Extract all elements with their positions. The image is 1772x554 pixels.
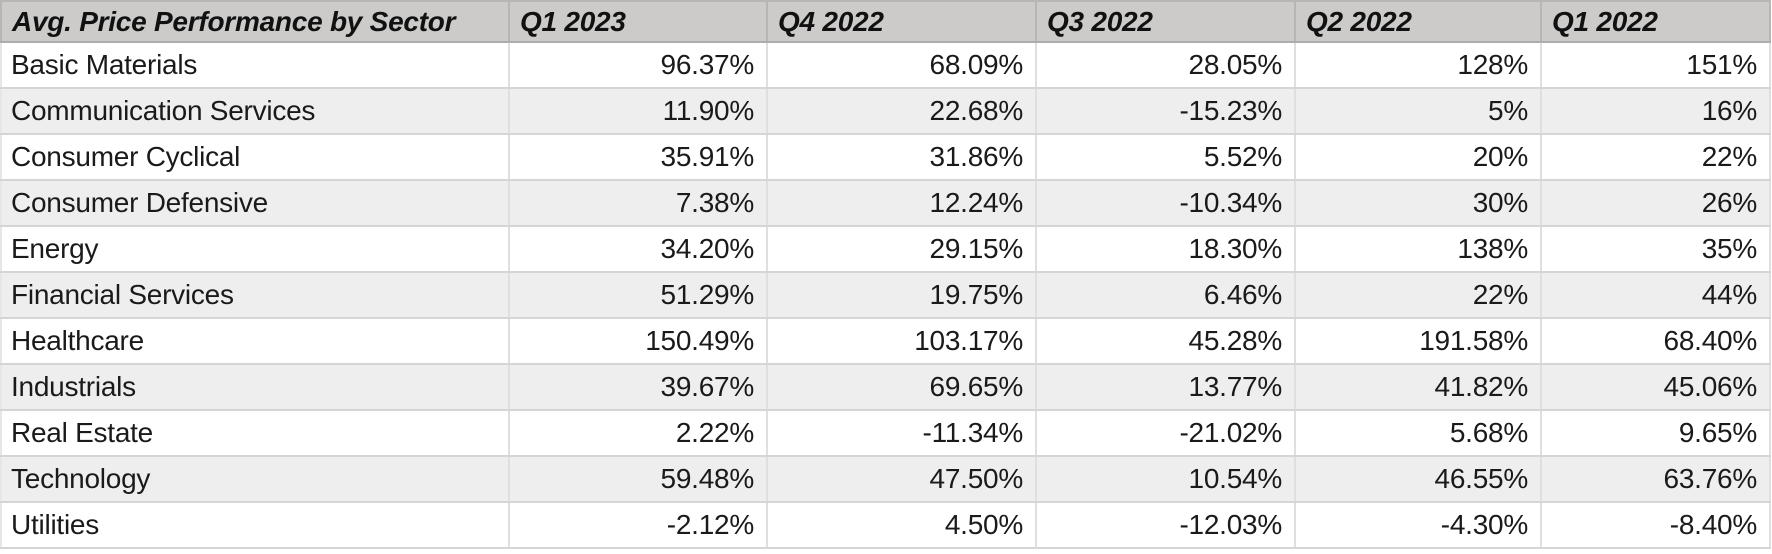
value-cell: 4.50%	[767, 502, 1037, 549]
sector-cell: Consumer Defensive	[0, 180, 510, 227]
column-header-q2-2022: Q2 2022	[1295, 0, 1542, 43]
table-row: Financial Services 51.29% 19.75% 6.46% 22% 44…	[0, 272, 1771, 319]
value-cell: 128%	[1295, 42, 1542, 89]
sector-cell: Utilities	[0, 502, 510, 549]
value-cell: 26%	[1541, 180, 1771, 227]
value-cell: 191.58%	[1295, 318, 1542, 365]
value-cell: 7.38%	[509, 180, 768, 227]
table-row: Healthcare 150.49% 103.17% 45.28% 191.58% 68.…	[0, 318, 1771, 365]
value-cell: 34.20%	[509, 226, 768, 273]
table-row: Utilities -2.12% 4.50% -12.03% -4.30% -8.40%	[0, 502, 1771, 549]
value-cell: -12.03%	[1036, 502, 1296, 549]
value-cell: 69.65%	[767, 364, 1037, 411]
value-cell: 5%	[1295, 88, 1542, 135]
value-cell: 9.65%	[1541, 410, 1771, 457]
value-cell: 5.52%	[1036, 134, 1296, 181]
value-cell: 11.90%	[509, 88, 768, 135]
table-row: Basic Materials 96.37% 68.09% 28.05% 128% 151…	[0, 42, 1771, 89]
value-cell: 63.76%	[1541, 456, 1771, 503]
column-header-q1-2022: Q1 2022	[1541, 0, 1771, 43]
value-cell: -11.34%	[767, 410, 1037, 457]
value-cell: 6.46%	[1036, 272, 1296, 319]
header-row: Avg. Price Performance by Sector Q1 2023 Q…	[0, 0, 1771, 43]
value-cell: 22%	[1541, 134, 1771, 181]
sector-cell: Energy	[0, 226, 510, 273]
sector-cell: Real Estate	[0, 410, 510, 457]
value-cell: 68.09%	[767, 42, 1037, 89]
value-cell: 59.48%	[509, 456, 768, 503]
table-row: Technology 59.48% 47.50% 10.54% 46.55% 63.76%	[0, 456, 1771, 503]
table-row: Consumer Cyclical 35.91% 31.86% 5.52% 20% 22%	[0, 134, 1771, 181]
value-cell: 151%	[1541, 42, 1771, 89]
value-cell: 22%	[1295, 272, 1542, 319]
table-row: Energy 34.20% 29.15% 18.30% 138% 35%	[0, 226, 1771, 273]
value-cell: -10.34%	[1036, 180, 1296, 227]
value-cell: 18.30%	[1036, 226, 1296, 273]
value-cell: -2.12%	[509, 502, 768, 549]
value-cell: 45.06%	[1541, 364, 1771, 411]
value-cell: -15.23%	[1036, 88, 1296, 135]
value-cell: 30%	[1295, 180, 1542, 227]
value-cell: 96.37%	[509, 42, 768, 89]
value-cell: 46.55%	[1295, 456, 1542, 503]
table-title: Avg. Price Performance by Sector	[0, 0, 510, 43]
value-cell: -4.30%	[1295, 502, 1542, 549]
sector-cell: Financial Services	[0, 272, 510, 319]
column-header-q3-2022: Q3 2022	[1036, 0, 1296, 43]
sector-cell: Healthcare	[0, 318, 510, 365]
value-cell: 5.68%	[1295, 410, 1542, 457]
sector-cell: Industrials	[0, 364, 510, 411]
table-body: Basic Materials 96.37% 68.09% 28.05% 128% 151…	[0, 42, 1771, 549]
value-cell: 41.82%	[1295, 364, 1542, 411]
value-cell: 10.54%	[1036, 456, 1296, 503]
value-cell: 16%	[1541, 88, 1771, 135]
sector-cell: Basic Materials	[0, 42, 510, 89]
value-cell: 45.28%	[1036, 318, 1296, 365]
value-cell: 20%	[1295, 134, 1542, 181]
value-cell: 19.75%	[767, 272, 1037, 319]
value-cell: 68.40%	[1541, 318, 1771, 365]
value-cell: 35.91%	[509, 134, 768, 181]
value-cell: 12.24%	[767, 180, 1037, 227]
sector-cell: Communication Services	[0, 88, 510, 135]
value-cell: -21.02%	[1036, 410, 1296, 457]
value-cell: 13.77%	[1036, 364, 1296, 411]
value-cell: 47.50%	[767, 456, 1037, 503]
value-cell: 22.68%	[767, 88, 1037, 135]
table-row: Consumer Defensive 7.38% 12.24% -10.34% 30% 2…	[0, 180, 1771, 227]
value-cell: 51.29%	[509, 272, 768, 319]
value-cell: 138%	[1295, 226, 1542, 273]
value-cell: 28.05%	[1036, 42, 1296, 89]
column-header-q1-2023: Q1 2023	[509, 0, 768, 43]
column-header-q4-2022: Q4 2022	[767, 0, 1037, 43]
value-cell: 103.17%	[767, 318, 1037, 365]
value-cell: 31.86%	[767, 134, 1037, 181]
value-cell: 44%	[1541, 272, 1771, 319]
value-cell: 39.67%	[509, 364, 768, 411]
value-cell: -8.40%	[1541, 502, 1771, 549]
value-cell: 2.22%	[509, 410, 768, 457]
sector-cell: Consumer Cyclical	[0, 134, 510, 181]
sector-cell: Technology	[0, 456, 510, 503]
table-row: Real Estate 2.22% -11.34% -21.02% 5.68% 9.65%	[0, 410, 1771, 457]
table-row: Communication Services 11.90% 22.68% -15.23…	[0, 88, 1771, 135]
table-row: Industrials 39.67% 69.65% 13.77% 41.82% 45.06…	[0, 364, 1771, 411]
value-cell: 35%	[1541, 226, 1771, 273]
value-cell: 150.49%	[509, 318, 768, 365]
value-cell: 29.15%	[767, 226, 1037, 273]
